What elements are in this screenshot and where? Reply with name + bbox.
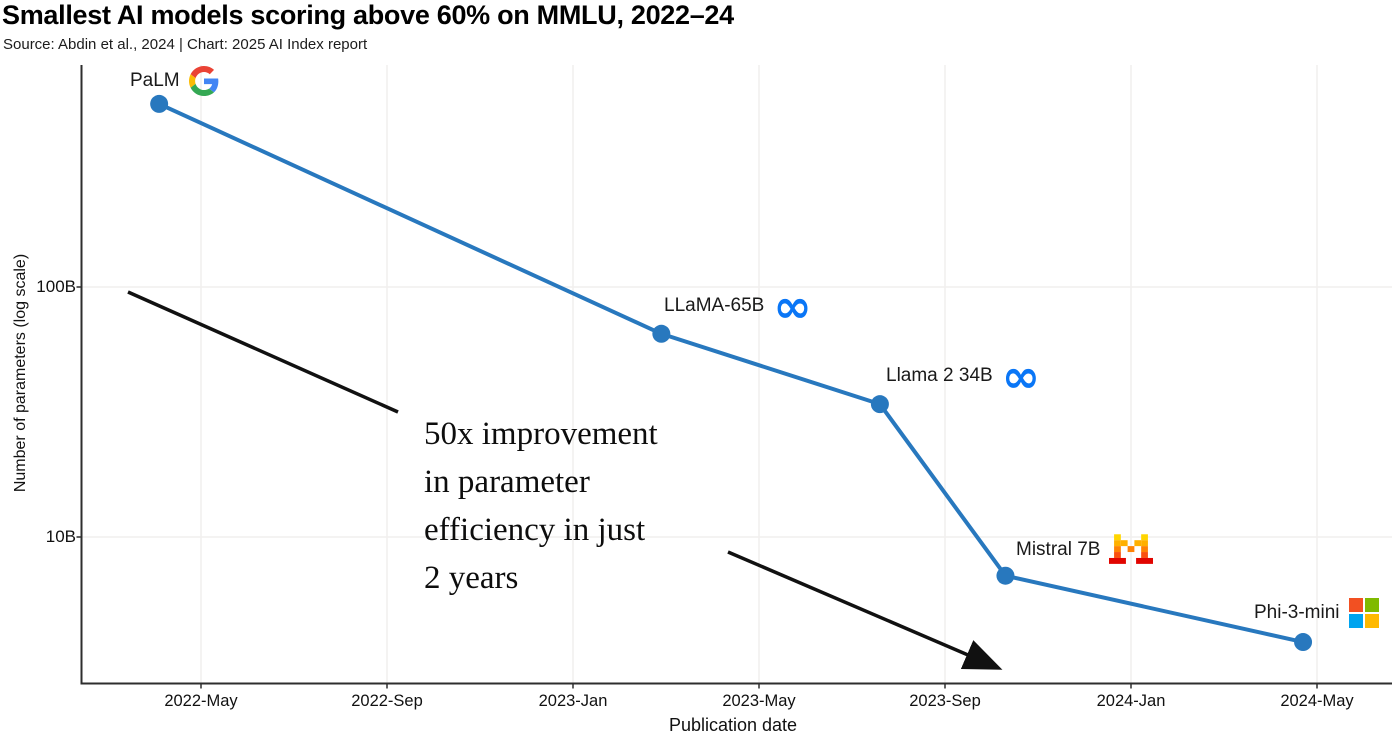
point-label-palm: PaLM xyxy=(130,66,219,96)
model-name: PaLM xyxy=(130,70,180,91)
chart-source-line: Source: Abdin et al., 2024 | Chart: 2025… xyxy=(3,36,368,53)
point-label-llama-65b: LLaMA-65B ∞ xyxy=(664,279,812,333)
data-point-marker xyxy=(150,94,169,113)
google-logo-icon xyxy=(188,66,219,96)
x-tick-label: 2022-Sep xyxy=(351,692,423,710)
point-label-llama-2-34b: Llama 2 34B ∞ xyxy=(886,349,1041,403)
x-axis-title: Publication date xyxy=(668,715,798,735)
x-tick-label: 2023-Sep xyxy=(909,692,981,710)
y-tick-label: 100B xyxy=(36,277,76,296)
x-tick-label: 2023-Jan xyxy=(538,692,608,710)
model-name: LLaMA-65B xyxy=(664,295,765,316)
point-label-mistral-7b: Mistral 7B xyxy=(1016,534,1154,565)
x-tick-label: 2024-Jan xyxy=(1096,692,1166,710)
data-point-marker xyxy=(996,566,1015,585)
microsoft-logo-icon xyxy=(1348,598,1379,628)
annotation-text-line: in parameter xyxy=(424,464,590,500)
mistral-logo-icon xyxy=(1109,534,1154,565)
meta-logo-icon: ∞ xyxy=(1001,349,1041,403)
meta-logo-icon: ∞ xyxy=(773,279,812,333)
data-point-marker xyxy=(1294,633,1313,652)
point-label-phi-3-mini: Phi-3-mini xyxy=(1254,598,1379,628)
y-tick-label: 10B xyxy=(45,527,76,546)
model-name: Mistral 7B xyxy=(1016,538,1101,560)
annotation-text-line: 2 years xyxy=(424,560,519,596)
model-name: Llama 2 34B xyxy=(886,365,993,386)
data-point-marker xyxy=(652,324,671,343)
annotation-text-line: efficiency in just xyxy=(424,512,646,548)
annotation-arrow xyxy=(727,550,1003,670)
annotation-text: 50x improvement in parameter efficiency in… xyxy=(424,410,658,602)
x-tick-label: 2024-May xyxy=(1280,692,1354,710)
data-point-marker xyxy=(870,395,889,414)
annotation-text-line: 50x improvement xyxy=(424,416,658,452)
chart-title: Smallest AI models scoring above 60% on … xyxy=(2,0,734,30)
x-tick-label: 2023-May xyxy=(722,692,796,710)
model-name: Phi-3-mini xyxy=(1254,602,1340,623)
annotation-line xyxy=(127,290,399,414)
x-tick-label: 2022-May xyxy=(164,692,238,710)
y-axis-title: Number of parameters (log scale) xyxy=(12,253,29,493)
